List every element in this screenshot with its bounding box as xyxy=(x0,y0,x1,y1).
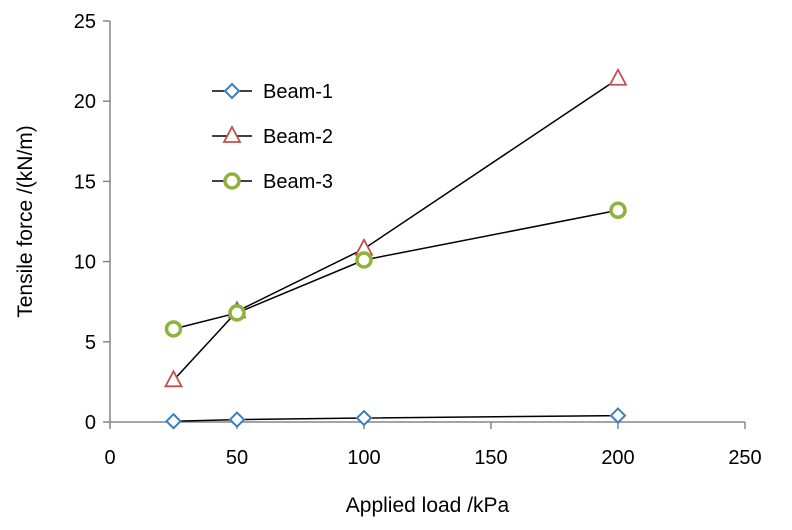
y-tick-label: 25 xyxy=(74,11,96,33)
beam-2-point xyxy=(608,67,628,86)
beam-2-line xyxy=(172,78,619,381)
beam-1-point xyxy=(355,409,373,427)
legend-beam-2-label: Beam-2 xyxy=(263,126,333,148)
legend: Beam-1 Beam-2 Beam-3 xyxy=(212,81,333,193)
x-tick-label: 100 xyxy=(347,447,380,469)
legend-beam-3-label: Beam-3 xyxy=(263,171,333,193)
y-tick-label: 0 xyxy=(85,412,96,434)
legend-beam-1-marker xyxy=(223,82,241,100)
x-tick-label: 250 xyxy=(728,447,761,469)
beam-1-point xyxy=(609,407,627,424)
beam-3-point xyxy=(228,304,246,322)
x-tick-label: 200 xyxy=(601,447,634,469)
beam-3-point xyxy=(609,201,627,220)
y-tick-label: 5 xyxy=(85,332,96,354)
beam-1-line xyxy=(173,414,619,422)
beam-1-point xyxy=(228,411,246,429)
y-tick-label: 15 xyxy=(74,171,96,193)
beam-2-point xyxy=(164,369,183,388)
legend-beam-1-label: Beam-1 xyxy=(263,81,333,103)
y-axis-title: Tensile force /(kN/m) xyxy=(14,125,37,318)
legend-beam-3-marker xyxy=(223,172,241,190)
legend-beam-2-marker xyxy=(222,125,242,143)
x-tick-label: 0 xyxy=(104,447,115,469)
series-lines xyxy=(172,78,619,422)
beam-3-point xyxy=(355,251,373,269)
y-tick-label: 20 xyxy=(74,91,96,113)
x-tick-label: 150 xyxy=(474,447,507,469)
x-axis-title: Applied load /kPa xyxy=(346,494,510,517)
series-markers xyxy=(164,67,628,430)
beam-3-line xyxy=(173,209,619,330)
y-tick-label: 10 xyxy=(74,252,96,274)
beam-1-point xyxy=(165,412,182,430)
beam-3-point xyxy=(164,320,183,338)
x-tick-label: 50 xyxy=(226,447,248,469)
